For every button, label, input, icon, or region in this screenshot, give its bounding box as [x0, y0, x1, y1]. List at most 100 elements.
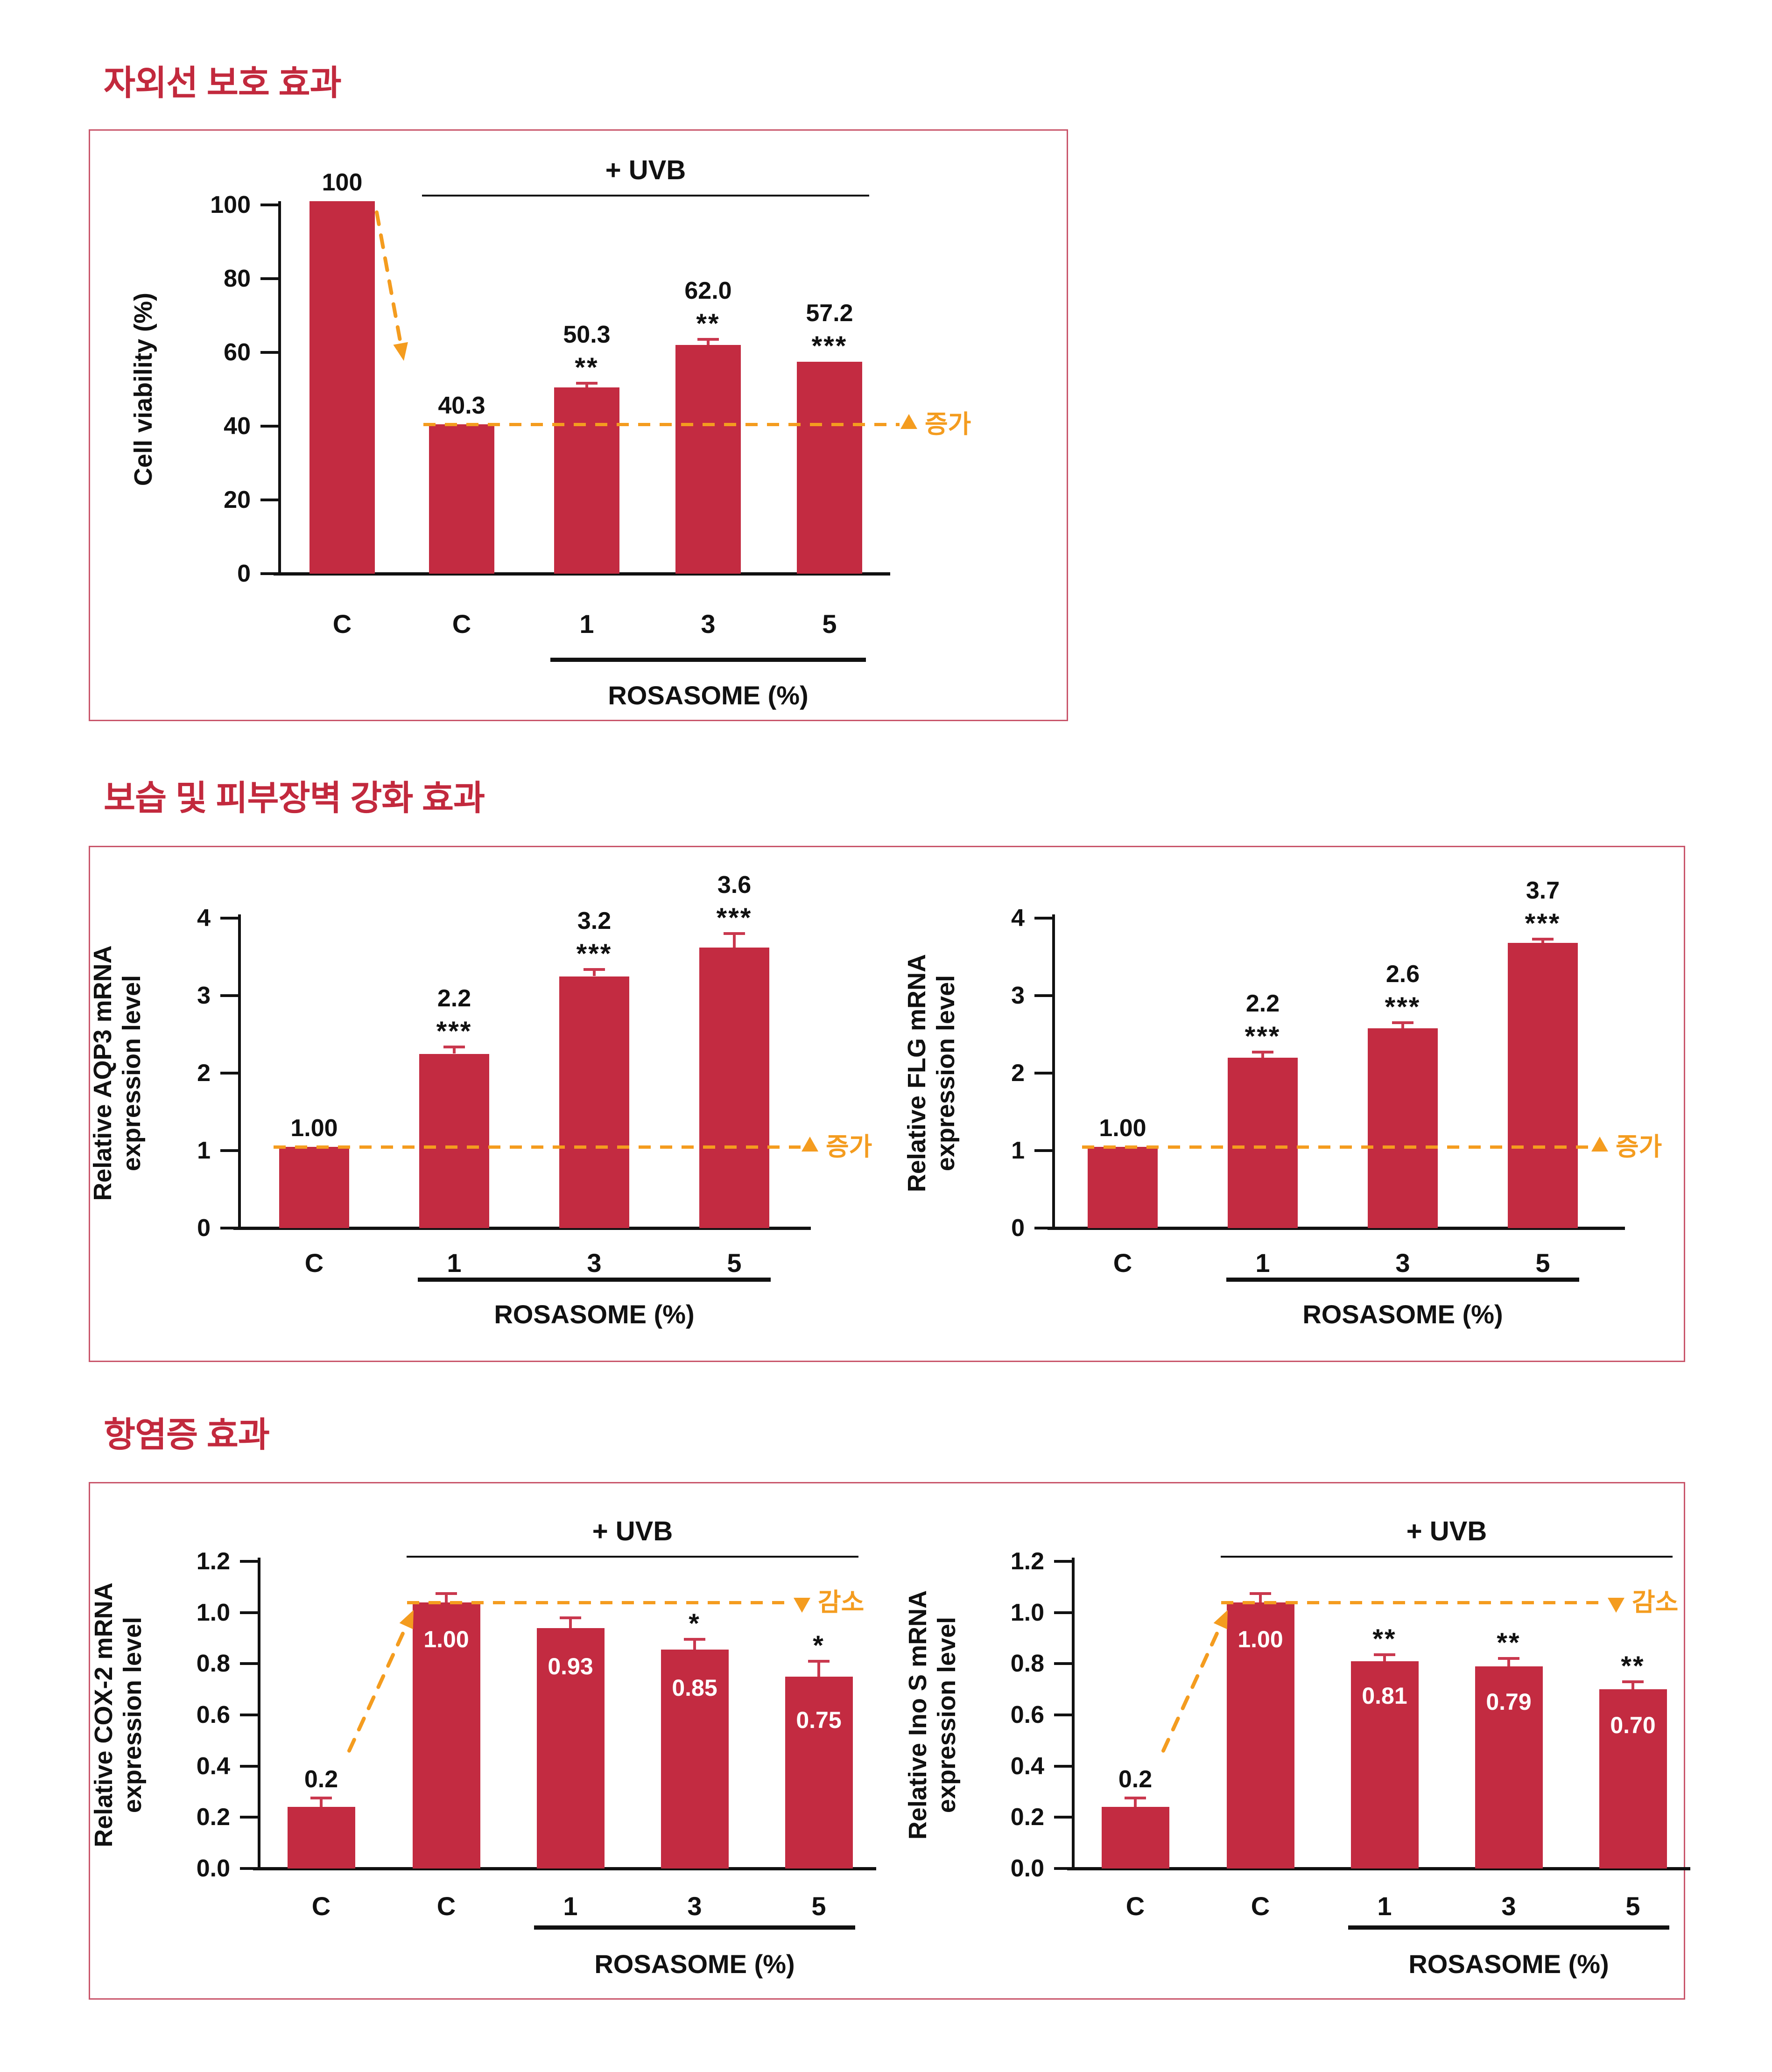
x-axis-line	[233, 1227, 811, 1230]
section-title-uv-protection: 자외선 보호 효과	[104, 63, 342, 102]
error-bar-stem	[320, 1798, 323, 1807]
error-bar-stem	[1383, 1655, 1386, 1661]
bar	[559, 976, 629, 1228]
y-tick-label: 0.8	[1010, 1650, 1044, 1678]
bar	[675, 345, 741, 574]
uvb-label: + UVB	[1406, 1516, 1487, 1546]
y-tick-mark	[240, 1867, 260, 1870]
y-tick-mark	[260, 204, 281, 206]
y-tick-mark	[260, 351, 281, 354]
value-label-inside: 0.93	[548, 1653, 593, 1679]
y-tick-label: 4	[197, 905, 211, 932]
y-tick-mark	[260, 277, 281, 280]
y-tick-mark	[1054, 1764, 1075, 1768]
error-bar-cap	[560, 1616, 581, 1619]
error-bar-cap	[808, 1659, 830, 1663]
y-tick-label: 1	[197, 1137, 211, 1164]
y-tick-mark	[260, 425, 281, 428]
bar	[412, 1602, 480, 1868]
bar	[1101, 1807, 1169, 1868]
value-label: 40.3	[438, 392, 485, 420]
y-tick-mark	[1054, 1611, 1075, 1614]
significance-stars: ***	[811, 330, 848, 361]
bar	[1599, 1689, 1667, 1868]
y-tick-mark	[220, 1149, 241, 1152]
error-bar-cap	[1125, 1797, 1146, 1800]
significance-stars: **	[575, 352, 599, 383]
y-tick-label: 0.0	[1010, 1855, 1044, 1882]
y-tick-mark	[260, 499, 281, 501]
value-label: 3.2	[577, 907, 612, 934]
bar	[699, 948, 769, 1228]
y-tick-label: 0.6	[1010, 1701, 1044, 1728]
y-tick-mark	[1034, 917, 1055, 920]
increase-arrowhead-icon	[1591, 1136, 1608, 1152]
x-category-label: 1	[579, 609, 594, 639]
error-bar-cap	[1252, 1051, 1273, 1054]
significance-stars: ***	[716, 903, 752, 934]
value-label: 1.00	[290, 1114, 338, 1142]
y-axis-line	[238, 914, 241, 1229]
y-tick-label: 1.0	[1010, 1599, 1044, 1626]
section-box-uv-protection: Cell viability (%) 0 20 40 60 80 100 100 C 40.3 C *…	[89, 129, 1068, 721]
value-label: 3.6	[717, 871, 752, 899]
chart-aqp3-mrna: Relative AQP3 mRNA expression level 0 1 2 3 4…	[89, 871, 872, 1329]
value-label: 2.2	[437, 984, 471, 1012]
trend-dashed-line	[1221, 1601, 1607, 1604]
significance-stars: ***	[1245, 1021, 1281, 1052]
error-bar-cap	[1374, 1653, 1395, 1657]
x-category-label: C	[332, 609, 352, 639]
y-tick-mark	[1054, 1867, 1075, 1870]
x-category-label: 3	[687, 1891, 702, 1921]
y-axis-line	[258, 1558, 260, 1869]
y-tick-label: 4	[1011, 905, 1025, 932]
y-tick-label: 0.8	[196, 1650, 230, 1678]
y-tick-label: 100	[210, 191, 251, 218]
error-bar-cap	[1498, 1657, 1519, 1660]
value-label: 1.00	[1099, 1114, 1146, 1142]
section-title-anti-inflammatory: 항염증 효과	[104, 1415, 270, 1454]
y-axis-line	[1072, 1558, 1075, 1869]
trend-label: 감소	[1632, 1588, 1679, 1616]
x-category-label: 1	[447, 1248, 462, 1278]
bar	[797, 361, 862, 574]
bar	[1226, 1602, 1294, 1868]
x-axis-line	[253, 1867, 876, 1870]
significance-stars: ***	[436, 1016, 472, 1047]
group-label: ROSASOME (%)	[608, 681, 809, 710]
x-category-label: C	[1113, 1248, 1132, 1278]
error-bar-stem	[593, 969, 596, 976]
x-category-label: C	[452, 609, 471, 639]
value-label-inside: 1.00	[1238, 1626, 1283, 1652]
error-bar-stem	[1261, 1052, 1264, 1058]
x-category-label: 5	[1535, 1248, 1550, 1278]
y-tick-label: 1.2	[1010, 1548, 1044, 1575]
y-tick-label: 0.6	[196, 1701, 230, 1728]
trend-label: 감소	[818, 1588, 865, 1616]
x-axis-line	[274, 572, 890, 576]
error-bar-cap	[1392, 1021, 1413, 1025]
error-bar-stem	[453, 1047, 456, 1054]
y-tick-label: 1.2	[196, 1548, 230, 1575]
uvb-line	[407, 1556, 858, 1558]
bar	[785, 1676, 853, 1868]
y-tick-label: 0	[197, 1215, 211, 1242]
chart-inos-mrna: Relative Ino S mRNA expression level 0.0 0…	[904, 1516, 1690, 1979]
x-category-label: C	[311, 1891, 331, 1921]
value-label-inside: 1.00	[423, 1626, 469, 1652]
x-category-label: 1	[1255, 1248, 1270, 1278]
x-category-label: 5	[811, 1891, 826, 1921]
section-box-moisturizing-barrier: Relative AQP3 mRNA expression level 0 1 2 3 4…	[89, 846, 1685, 1362]
trend-label: 증가	[826, 1132, 872, 1161]
section-title-moisturizing-barrier: 보습 및 피부장벽 강화 효과	[104, 779, 485, 817]
y-tick-mark	[260, 572, 281, 575]
error-bar-cap	[1532, 937, 1554, 941]
error-bar-cap	[436, 1592, 457, 1595]
significance-stars: ***	[576, 938, 612, 969]
significance-stars: ***	[1385, 992, 1421, 1023]
error-bar-stem	[445, 1593, 448, 1602]
error-bar-stem	[1507, 1658, 1510, 1666]
error-bar-cap	[310, 1797, 332, 1800]
bar	[1088, 1146, 1158, 1228]
trend-diagonal-arrow	[1161, 1610, 1228, 1753]
